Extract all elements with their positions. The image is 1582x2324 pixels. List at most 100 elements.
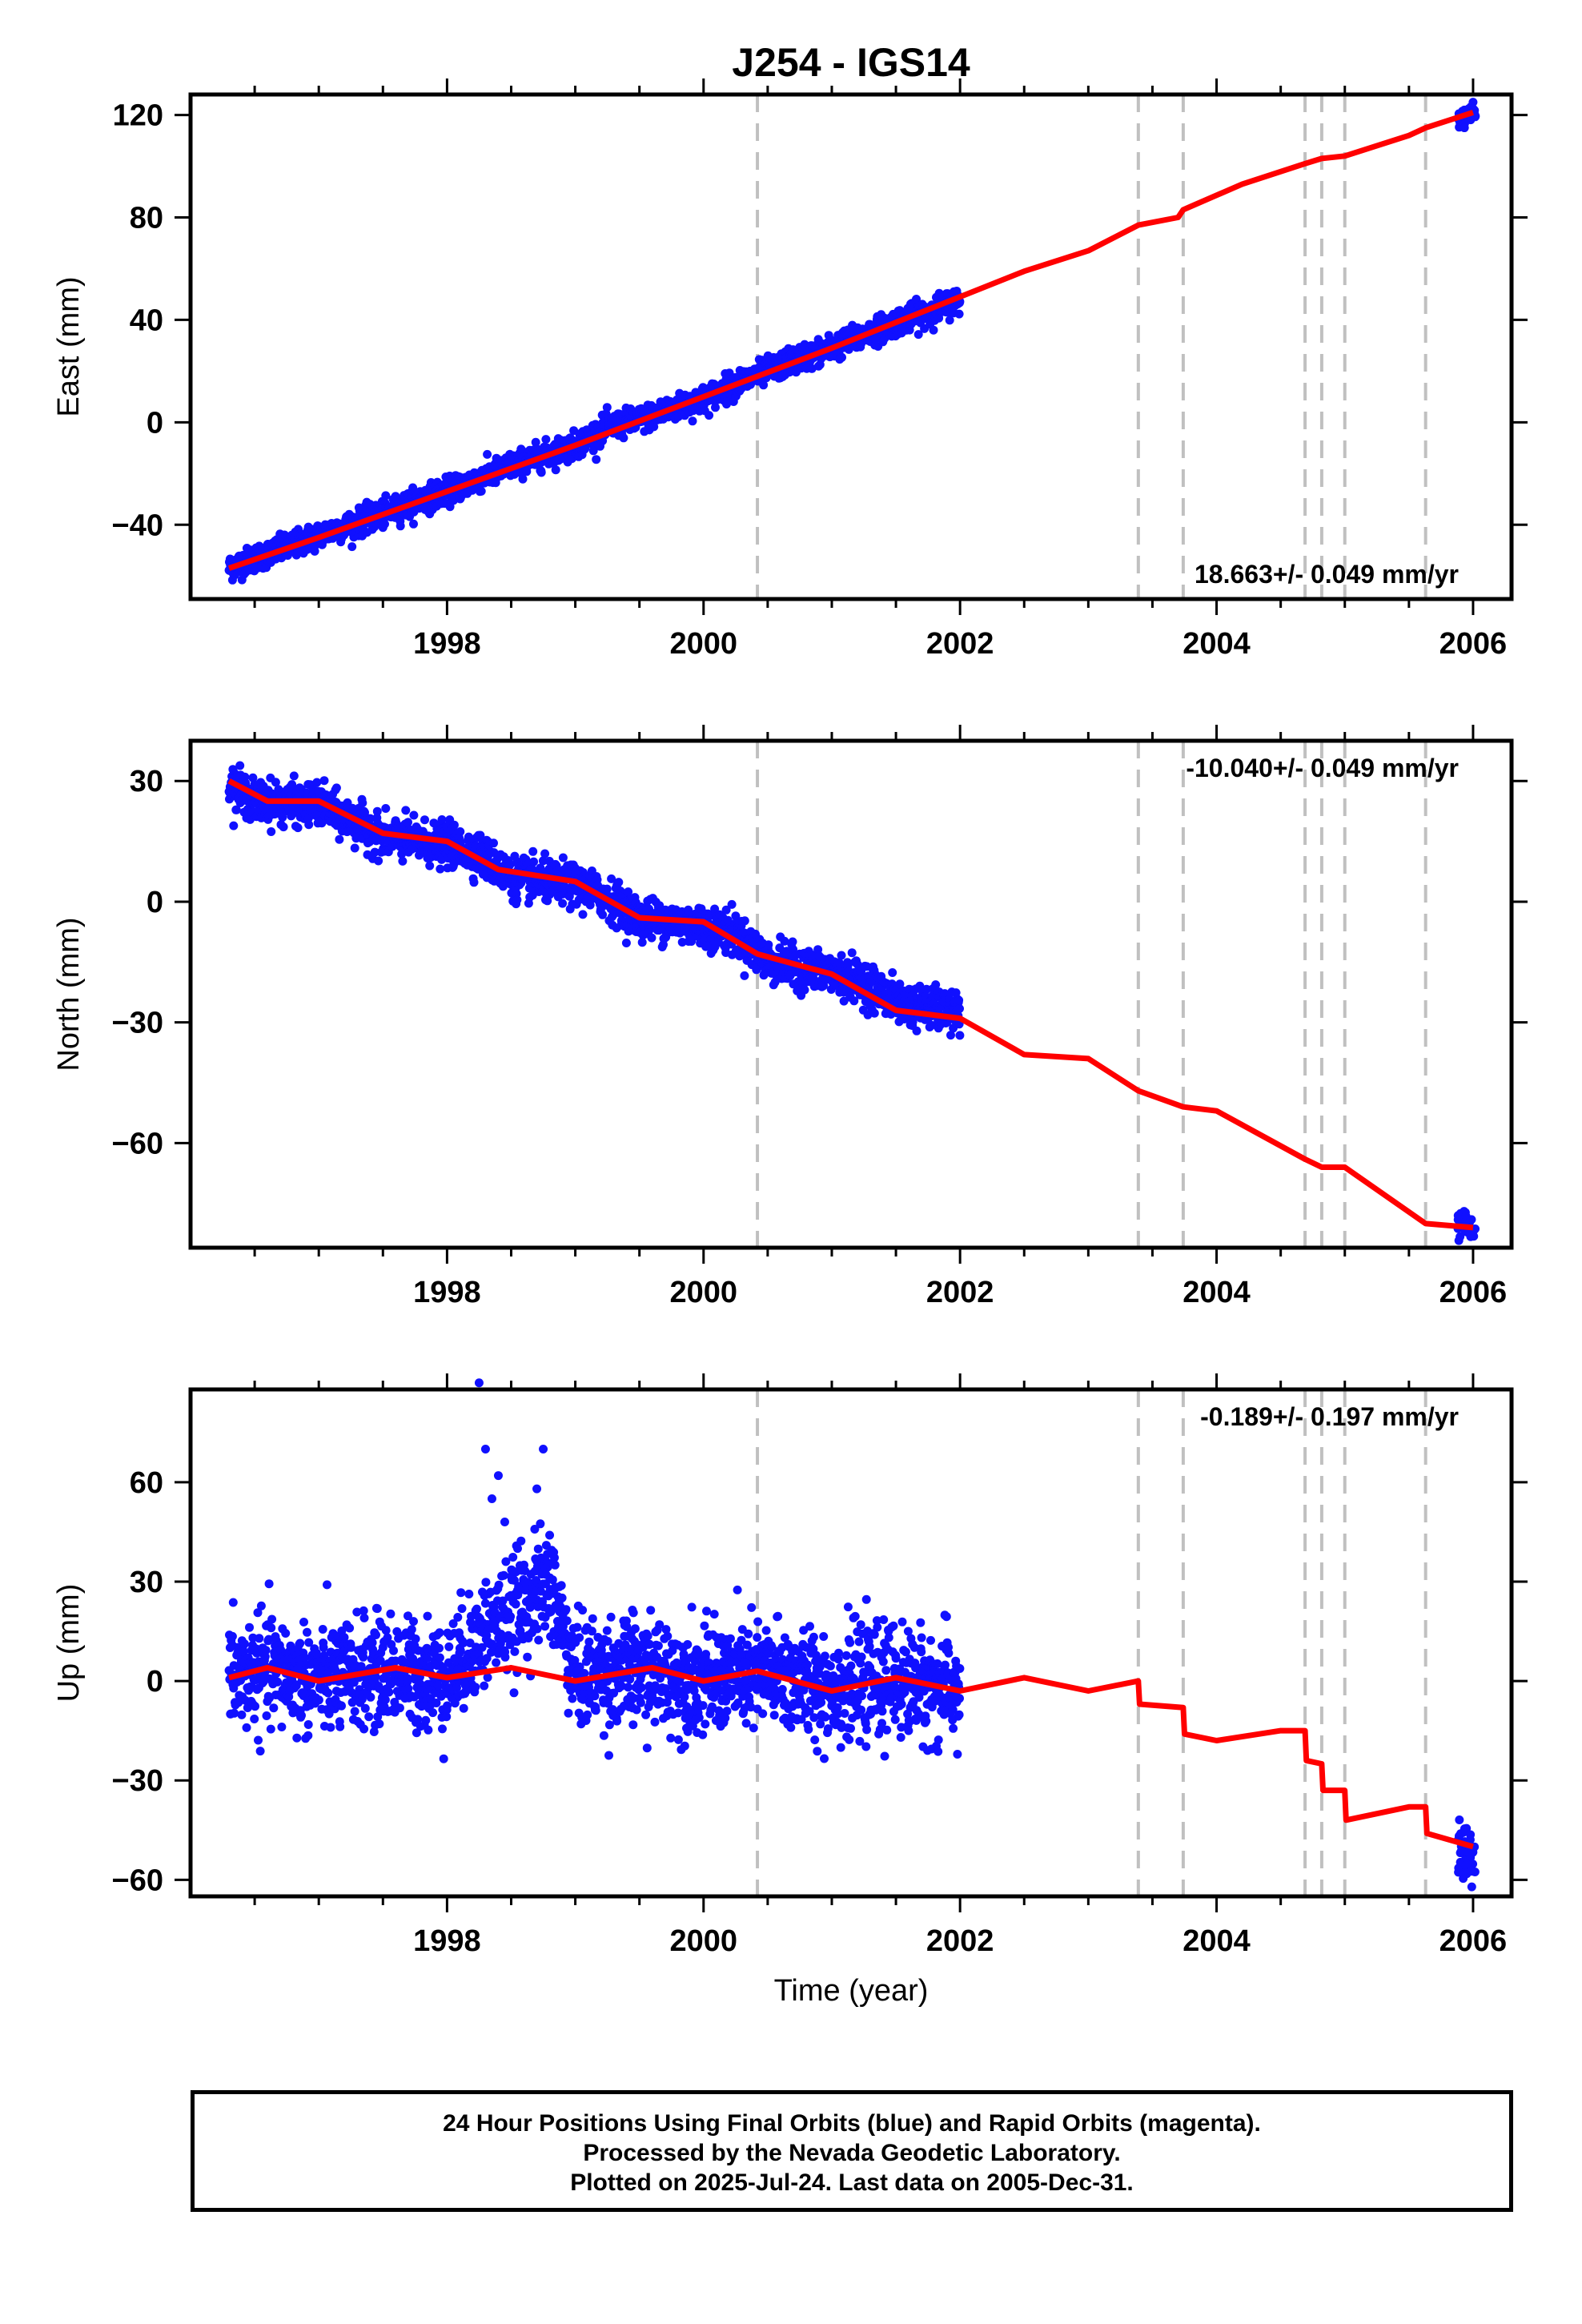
data-point bbox=[381, 491, 391, 501]
data-point bbox=[269, 1703, 279, 1713]
data-point bbox=[360, 1703, 370, 1713]
data-point bbox=[425, 861, 435, 870]
data-point bbox=[255, 1747, 265, 1756]
data-point bbox=[267, 1614, 277, 1624]
data-point bbox=[528, 846, 538, 856]
x-tick-label: 2004 bbox=[1182, 1276, 1251, 1309]
data-point bbox=[331, 783, 341, 793]
data-point bbox=[262, 1711, 271, 1720]
data-point bbox=[389, 1646, 398, 1655]
data-point bbox=[428, 1708, 438, 1718]
data-point bbox=[764, 940, 773, 950]
x-tick-label: 2006 bbox=[1439, 627, 1508, 661]
data-point bbox=[711, 403, 720, 412]
y-tick-label: 30 bbox=[130, 765, 163, 798]
data-point bbox=[837, 951, 846, 960]
data-point bbox=[279, 822, 288, 832]
data-point bbox=[740, 916, 749, 926]
data-point bbox=[256, 1601, 266, 1610]
data-point bbox=[602, 403, 612, 412]
data-point bbox=[531, 437, 540, 447]
data-point bbox=[281, 1629, 291, 1638]
data-point bbox=[251, 1702, 259, 1711]
y-tick-label: 80 bbox=[130, 202, 163, 235]
data-point bbox=[647, 933, 656, 943]
x-tick-label: 2002 bbox=[926, 1276, 994, 1309]
data-point bbox=[456, 827, 465, 836]
data-point bbox=[384, 1687, 394, 1697]
y-tick-label: 120 bbox=[113, 99, 163, 133]
data-point bbox=[364, 1712, 374, 1722]
data-point bbox=[407, 1625, 416, 1634]
rapid-point bbox=[1460, 123, 1469, 133]
data-point bbox=[420, 815, 429, 825]
y-tick-label: 40 bbox=[130, 304, 163, 337]
data-point bbox=[299, 1618, 308, 1626]
final-orbit-points bbox=[224, 1378, 1480, 1892]
data-point bbox=[347, 542, 357, 552]
data-point bbox=[469, 878, 479, 887]
data-point bbox=[337, 1701, 346, 1711]
data-point bbox=[335, 1722, 345, 1731]
y-tick-label: 0 bbox=[147, 886, 163, 919]
data-point bbox=[955, 1004, 964, 1013]
data-point bbox=[318, 1625, 327, 1634]
data-point bbox=[292, 1733, 302, 1743]
data-point bbox=[304, 820, 314, 830]
data-point bbox=[929, 325, 938, 335]
data-point bbox=[303, 1731, 313, 1740]
data-point bbox=[350, 843, 359, 853]
x-tick-label: 1998 bbox=[413, 627, 481, 661]
data-point bbox=[323, 1688, 333, 1698]
data-point bbox=[293, 823, 303, 833]
data-point bbox=[303, 1720, 313, 1729]
data-point bbox=[436, 864, 445, 874]
data-point bbox=[375, 1719, 384, 1729]
data-point bbox=[558, 853, 568, 862]
data-point bbox=[239, 1639, 249, 1649]
data-point bbox=[359, 1613, 369, 1622]
data-point bbox=[837, 352, 846, 362]
data-point bbox=[621, 939, 631, 947]
y-tick-label: −30 bbox=[112, 1007, 163, 1040]
data-point bbox=[409, 1617, 418, 1626]
data-point bbox=[705, 411, 714, 420]
data-point bbox=[740, 971, 749, 980]
rate-annotation: -10.040+/- 0.049 mm/yr bbox=[1186, 754, 1459, 782]
data-point bbox=[380, 519, 389, 529]
final-orbit-points bbox=[224, 761, 1480, 1245]
data-point bbox=[261, 1646, 271, 1655]
data-point bbox=[541, 435, 551, 444]
data-point bbox=[536, 468, 546, 477]
data-point bbox=[912, 1026, 921, 1035]
data-point bbox=[558, 899, 568, 908]
data-point bbox=[727, 899, 737, 909]
data-point bbox=[345, 1623, 355, 1633]
data-point bbox=[319, 776, 329, 786]
rate-annotation: 18.663+/- 0.049 mm/yr bbox=[1195, 560, 1459, 589]
chart-title: J254 - IGS14 bbox=[732, 40, 970, 85]
data-point bbox=[449, 820, 459, 830]
data-point bbox=[366, 1692, 375, 1702]
y-tick-label: 0 bbox=[147, 406, 163, 440]
data-point bbox=[235, 761, 245, 770]
data-point bbox=[955, 1031, 965, 1040]
x-tick-label: 2006 bbox=[1439, 1276, 1508, 1309]
data-point bbox=[512, 895, 522, 905]
data-point bbox=[312, 778, 322, 787]
data-point bbox=[264, 1579, 274, 1589]
data-point bbox=[372, 1604, 382, 1614]
data-point bbox=[326, 1723, 335, 1732]
data-point bbox=[788, 937, 797, 947]
y-tick-label: −60 bbox=[112, 1127, 163, 1160]
data-point bbox=[411, 1634, 420, 1643]
model-line bbox=[227, 110, 1474, 571]
data-point bbox=[358, 798, 367, 808]
data-point bbox=[954, 309, 964, 319]
data-point bbox=[267, 1623, 276, 1633]
y-tick-label: −40 bbox=[112, 509, 163, 542]
data-point bbox=[423, 1611, 432, 1621]
